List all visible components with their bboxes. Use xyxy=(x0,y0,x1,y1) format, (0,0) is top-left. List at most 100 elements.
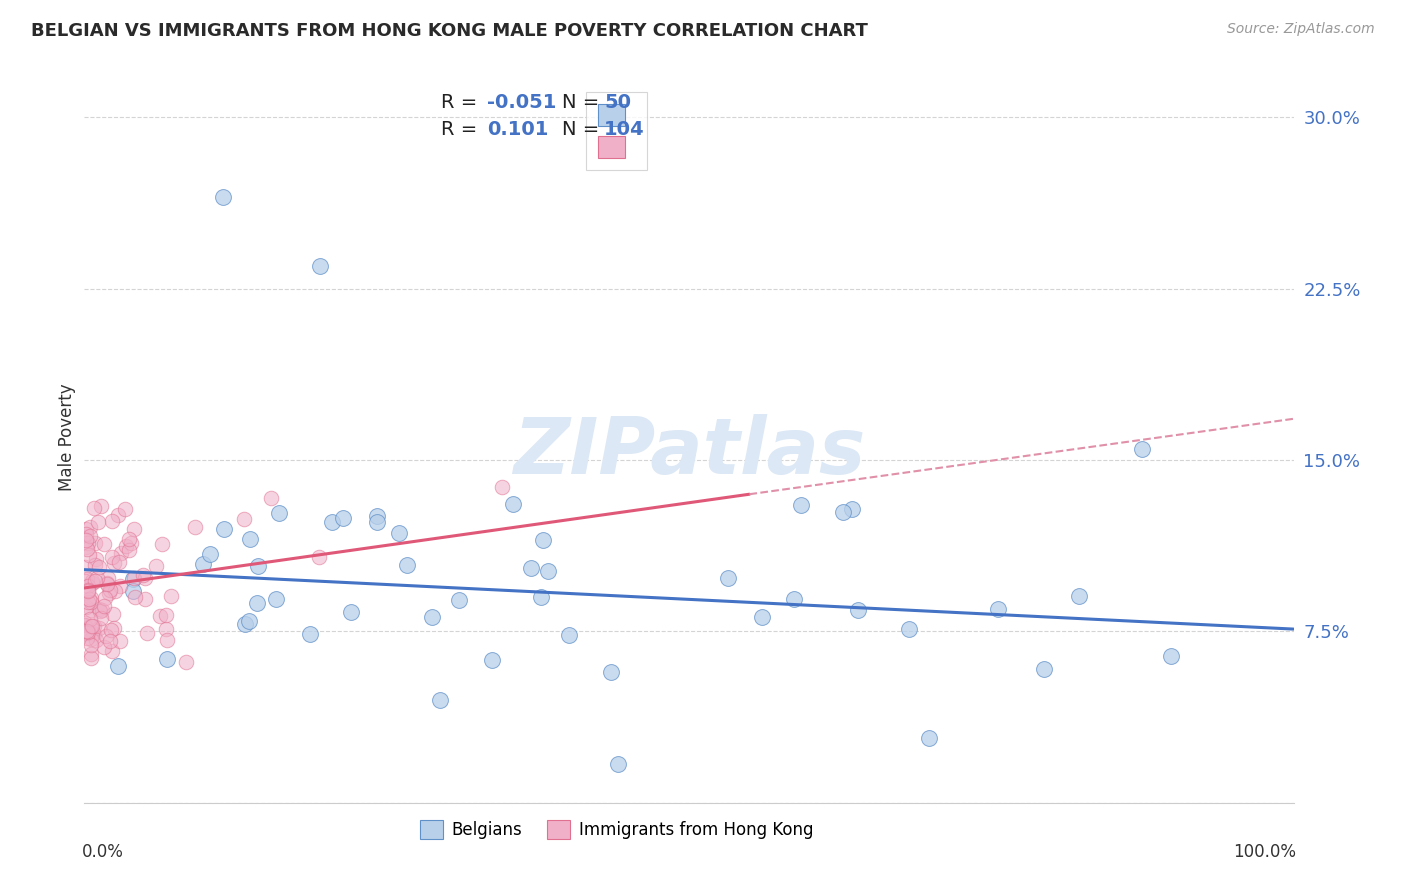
Point xyxy=(98,634,121,648)
Point xyxy=(77,536,100,550)
Point xyxy=(77,582,100,597)
Point xyxy=(75,533,97,548)
Point xyxy=(238,614,260,628)
Text: BELGIAN VS IMMIGRANTS FROM HONG KONG MALE POVERTY CORRELATION CHART: BELGIAN VS IMMIGRANTS FROM HONG KONG MAL… xyxy=(31,22,868,40)
Point xyxy=(537,564,560,578)
Point xyxy=(80,602,103,616)
Point xyxy=(82,574,104,589)
Point xyxy=(76,631,98,645)
Point xyxy=(83,500,105,515)
Text: 0.101: 0.101 xyxy=(486,120,548,139)
Point xyxy=(145,559,167,574)
Point xyxy=(246,558,269,573)
Text: R =: R = xyxy=(441,120,484,139)
Point xyxy=(481,653,503,667)
Point xyxy=(233,512,256,526)
Point xyxy=(87,602,110,616)
Point xyxy=(90,611,112,625)
Point xyxy=(79,591,101,606)
Point xyxy=(298,627,321,641)
Point xyxy=(73,560,96,574)
Point xyxy=(987,602,1010,616)
Point xyxy=(80,591,103,605)
Point xyxy=(90,500,112,514)
Point xyxy=(108,633,131,648)
Point xyxy=(846,603,869,617)
Point xyxy=(90,603,112,617)
Point xyxy=(73,616,96,631)
Point xyxy=(233,616,256,631)
Point xyxy=(103,556,125,570)
Point xyxy=(103,621,125,635)
Point xyxy=(1032,662,1054,676)
Point xyxy=(308,549,330,564)
Point xyxy=(449,593,471,607)
Point xyxy=(124,571,146,585)
Point xyxy=(79,519,101,533)
Point xyxy=(260,491,283,505)
Point xyxy=(98,582,121,597)
Point xyxy=(136,626,159,640)
Point xyxy=(75,574,97,588)
Text: 100.0%: 100.0% xyxy=(1233,843,1296,861)
Point xyxy=(83,618,105,632)
Point xyxy=(96,575,118,590)
Point xyxy=(93,537,115,551)
Point xyxy=(156,651,179,665)
Point xyxy=(321,515,343,529)
Point xyxy=(395,558,418,572)
Point xyxy=(184,519,207,533)
Point xyxy=(366,515,388,529)
Point xyxy=(717,571,740,585)
Point xyxy=(110,546,132,560)
Point xyxy=(80,651,103,665)
Point xyxy=(75,599,97,614)
Point xyxy=(77,548,100,562)
Point xyxy=(491,480,513,494)
Point xyxy=(429,693,451,707)
Point xyxy=(134,592,156,607)
Point xyxy=(118,532,141,546)
Point xyxy=(77,579,100,593)
Point xyxy=(267,506,290,520)
Text: N =: N = xyxy=(562,120,606,139)
Point xyxy=(97,571,120,585)
Point xyxy=(607,756,630,771)
Legend: Belgians, Immigrants from Hong Kong: Belgians, Immigrants from Hong Kong xyxy=(413,814,820,846)
Point xyxy=(84,574,107,589)
Text: Source: ZipAtlas.com: Source: ZipAtlas.com xyxy=(1227,22,1375,37)
Point xyxy=(107,508,129,522)
Point xyxy=(76,572,98,586)
Point xyxy=(122,584,145,599)
Point xyxy=(122,573,145,587)
Point xyxy=(790,498,813,512)
Point xyxy=(502,497,524,511)
Point xyxy=(388,526,411,541)
Point xyxy=(98,586,121,600)
Point xyxy=(531,533,554,547)
Point xyxy=(832,505,855,519)
Point xyxy=(155,622,177,636)
Point xyxy=(79,639,101,653)
Point xyxy=(420,610,443,624)
Point xyxy=(115,539,138,553)
Point xyxy=(75,523,97,537)
Point xyxy=(160,589,183,603)
Point xyxy=(77,584,100,599)
Point xyxy=(80,595,103,609)
Point xyxy=(530,590,553,604)
Point xyxy=(73,617,96,632)
Point xyxy=(79,612,101,626)
Point xyxy=(83,536,105,550)
Point xyxy=(89,621,111,635)
Point xyxy=(76,624,98,639)
Point xyxy=(114,502,136,516)
Point xyxy=(80,632,103,646)
Point xyxy=(200,547,222,561)
Point xyxy=(117,543,139,558)
Point xyxy=(339,605,361,619)
Point xyxy=(76,624,98,639)
Text: 0.0%: 0.0% xyxy=(82,843,124,861)
Point xyxy=(332,511,354,525)
Point xyxy=(96,577,118,591)
